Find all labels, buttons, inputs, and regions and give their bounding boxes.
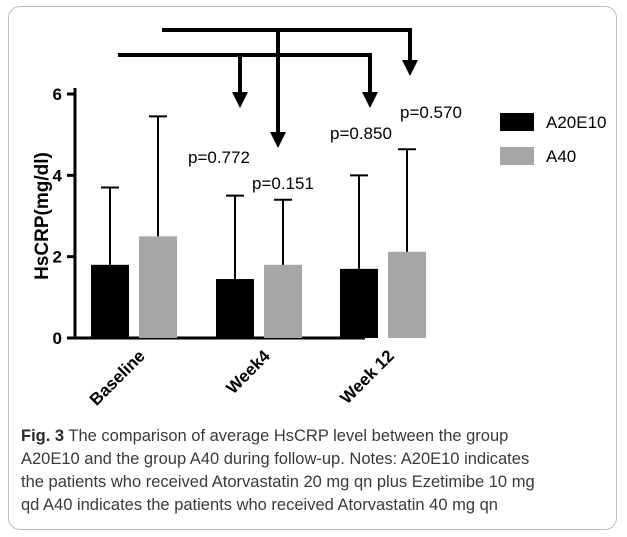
bar-a20e10-1 [216, 279, 254, 338]
arrow-center-head [270, 132, 286, 148]
p-value-annotation: p=0.772 [188, 148, 250, 167]
legend-label-a40: A40 [546, 147, 576, 166]
y-tick-label: 6 [53, 85, 62, 104]
y-axis-title: HsCRP(mg/dl) [32, 152, 53, 280]
caption-line-1: Fig. 3 The comparison of average HsCRP l… [21, 425, 606, 448]
caption-line-3: the patients who received Atorvastatin 2… [21, 473, 535, 491]
p-value-annotation: p=0.850 [330, 124, 392, 143]
comparison-brackets [118, 28, 418, 148]
y-tick-label: 4 [53, 166, 63, 185]
legend-swatch-a20e10 [500, 113, 534, 131]
bar-a20e10-0 [91, 264, 129, 338]
y-tick-label: 0 [53, 329, 62, 348]
caption-figure-label: Fig. 3 [21, 427, 65, 445]
arrow-left-low-head [232, 92, 248, 108]
y-tick-label: 2 [53, 248, 62, 267]
p-value-annotation: p=0.570 [400, 103, 462, 122]
figure-caption: Fig. 3 The comparison of average HsCRP l… [21, 425, 606, 517]
bar-a20e10-2 [340, 268, 378, 338]
x-category-label: Baseline [86, 346, 149, 409]
bar-a40-1 [264, 264, 302, 338]
x-category-label: Week 12 [336, 346, 397, 407]
error-bars [101, 115, 416, 280]
bar-series [91, 236, 426, 338]
bar-a40-2 [388, 251, 426, 338]
x-category-label: Week4 [223, 346, 275, 398]
caption-line-4: qd A40 indicates the patients who receiv… [21, 496, 498, 514]
chart-labels: 0 2 4 6 HsCRP(mg/dl) Baseline Week4 Week 12 p=0.… [32, 85, 462, 409]
legend-label-a20e10: A20E10 [546, 113, 607, 132]
legend: A20E10 A40 [500, 113, 607, 166]
hscrp-bar-chart: 0 2 4 6 HsCRP(mg/dl) Baseline Week4 Week 12 p=0.… [32, 28, 607, 409]
arrow-right-top-head [402, 60, 418, 76]
legend-swatch-a40 [500, 147, 534, 165]
caption-text-1: The comparison of average HsCRP level be… [68, 427, 509, 445]
p-value-annotation: p=0.151 [252, 174, 314, 193]
arrow-right-low-head [362, 92, 378, 108]
caption-line-2: A20E10 and the group A40 during follow-u… [21, 450, 530, 468]
bar-a40-0 [139, 236, 177, 338]
